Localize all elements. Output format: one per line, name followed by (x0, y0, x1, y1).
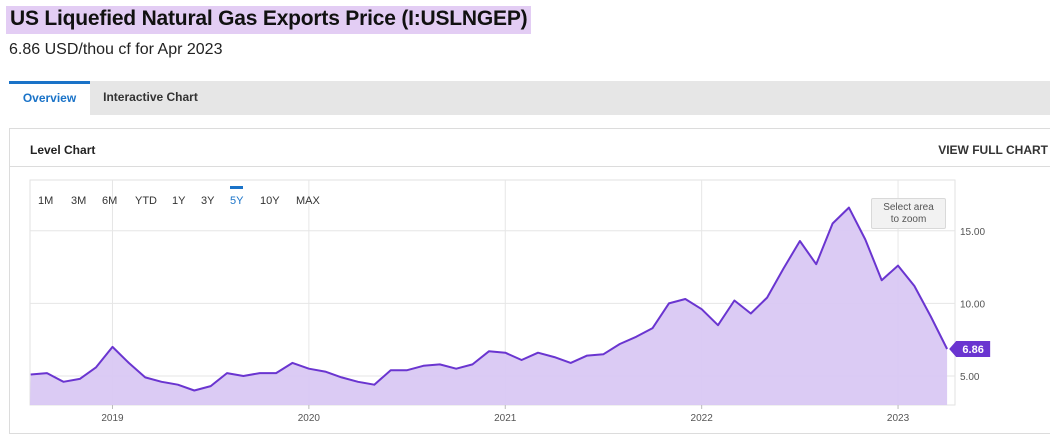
y-tick-label: 5.00 (960, 372, 980, 383)
tab-overview[interactable]: Overview (9, 81, 90, 115)
range-6m[interactable]: 6M (102, 195, 118, 207)
page-title: US Liquefied Natural Gas Exports Price (… (6, 6, 532, 34)
tab-bar: Overview Interactive Chart (9, 81, 1050, 115)
range-1y[interactable]: 1Y (172, 195, 186, 207)
range-5y[interactable]: 5Y (230, 186, 244, 213)
x-tick-label: 2021 (494, 413, 517, 424)
range-3m[interactable]: 3M (71, 195, 87, 207)
x-tick-label: 2020 (298, 413, 321, 424)
range-10y[interactable]: 10Y (260, 195, 280, 207)
page-title-wrap: US Liquefied Natural Gas Exports Price (… (6, 6, 532, 34)
view-full-chart-link[interactable]: VIEW FULL CHART (938, 143, 1048, 157)
y-tick-label: 15.00 (960, 227, 985, 238)
area-fill (30, 207, 948, 405)
last-value-label: 6.86 (962, 344, 983, 356)
x-tick-label: 2023 (887, 413, 910, 424)
range-3y[interactable]: 3Y (201, 195, 215, 207)
range-max[interactable]: MAX (296, 195, 320, 207)
chart-panel-title: Level Chart (30, 143, 96, 157)
tab-interactive-chart[interactable]: Interactive Chart (103, 90, 198, 104)
zoom-hint: Select area to zoom (871, 198, 946, 229)
page-subtitle: 6.86 USD/thou cf for Apr 2023 (9, 41, 223, 58)
x-tick-label: 2019 (101, 413, 124, 424)
last-value-flag (949, 340, 991, 357)
range-1m[interactable]: 1M (38, 195, 54, 207)
chart-panel-header: Level Chart VIEW FULL CHART (10, 129, 1050, 167)
y-tick-label: 10.00 (960, 299, 985, 310)
series-line (30, 206, 948, 392)
range-ytd[interactable]: YTD (135, 195, 157, 207)
x-tick-label: 2022 (691, 413, 714, 424)
